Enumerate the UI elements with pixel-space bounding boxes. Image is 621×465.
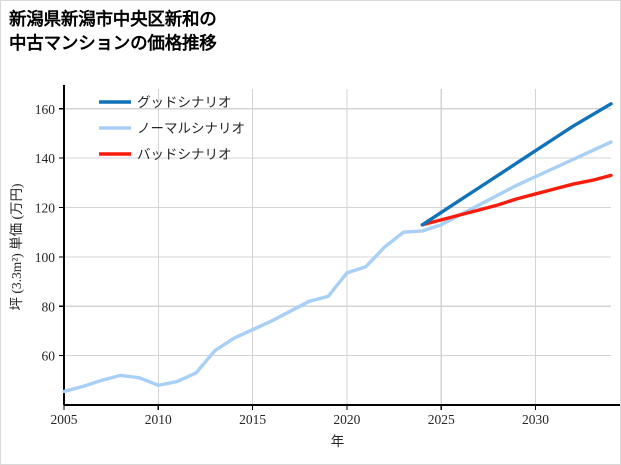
axis-titles: 年 坪 (3.3m²) 単価 (万円) xyxy=(9,183,344,449)
legend-label: ノーマルシナリオ xyxy=(137,121,245,136)
y-axis-title: 坪 (3.3m²) 単価 (万円) xyxy=(9,183,24,310)
x-tick-label: 2015 xyxy=(239,412,266,427)
y-tick-label: 80 xyxy=(42,299,56,314)
legend-label: バッドシナリオ xyxy=(137,147,232,162)
series-line xyxy=(420,173,613,227)
x-tick-label: 2030 xyxy=(522,412,549,427)
y-tick-label: 100 xyxy=(35,250,56,265)
y-tick-label: 160 xyxy=(35,102,56,117)
x-tick-label: 2005 xyxy=(51,412,78,427)
chart-title: 新潟県新潟市中央区新和の 中古マンションの価格推移 xyxy=(9,9,217,53)
y-tick-label: 60 xyxy=(42,349,56,364)
gridlines xyxy=(63,89,611,405)
x-tick-label: 2025 xyxy=(428,412,455,427)
x-axis-title: 年 xyxy=(331,434,345,449)
x-tick-label: 2010 xyxy=(145,412,172,427)
legend-label: グッドシナリオ xyxy=(137,95,232,110)
axes xyxy=(63,85,620,406)
x-tick-label: 2020 xyxy=(333,412,360,427)
y-tick-label: 120 xyxy=(35,201,56,216)
y-tick-label: 140 xyxy=(35,151,56,166)
tick-marks xyxy=(59,108,537,410)
series-line xyxy=(62,140,613,394)
y-axis-tick-labels: 60 80 100 120 140 160 xyxy=(35,102,56,364)
series-line xyxy=(420,102,613,227)
x-axis-tick-labels: 2005 2010 2015 2020 2025 2030 xyxy=(51,412,550,427)
data-series-group xyxy=(62,102,613,394)
